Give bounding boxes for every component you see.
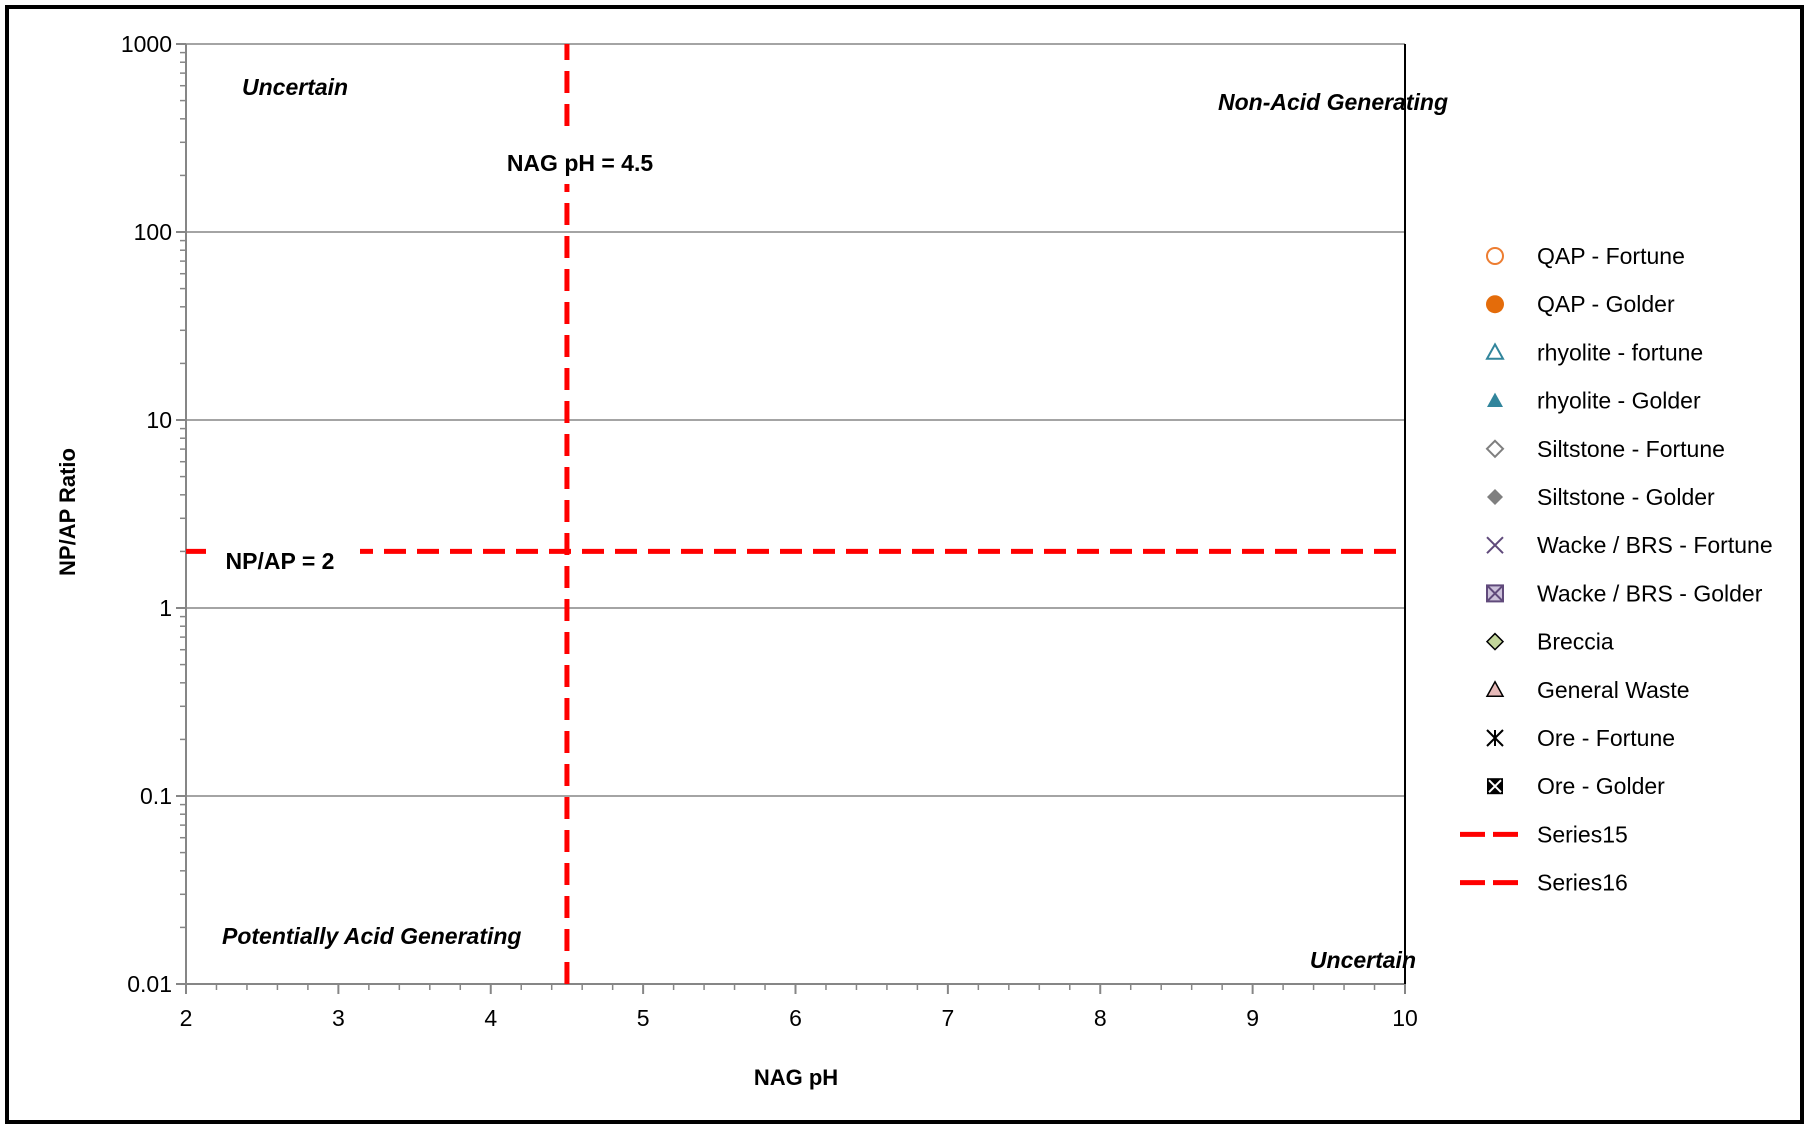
x-tick-label: 6 (789, 1005, 802, 1031)
legend-label: Ore - Fortune (1537, 725, 1675, 751)
legend-item: Ore - Golder (1487, 773, 1665, 799)
grid-layer (186, 43, 1405, 797)
legend: QAP - Fortune QAP - Golder rhyolite - fort… (1460, 243, 1773, 896)
series-layer (186, 44, 1405, 984)
legend-item: Ore - Fortune (1486, 725, 1675, 751)
y-tick-label: 1000 (121, 31, 172, 57)
hline-label: NP/AP = 2 (226, 548, 335, 574)
legend-item: Wacke / BRS - Fortune (1486, 532, 1773, 558)
legend-label: QAP - Golder (1537, 291, 1675, 317)
legend-item: Series16 (1460, 870, 1628, 896)
legend-item: Breccia (1485, 629, 1614, 655)
legend-item: rhyolite - Golder (1487, 388, 1701, 414)
x-tick-label: 2 (180, 1005, 193, 1031)
x-tick-label: 4 (484, 1005, 497, 1031)
legend-item: QAP - Golder (1486, 291, 1675, 317)
marker-x-b (1486, 584, 1504, 603)
x-tick-label: 8 (1094, 1005, 1107, 1031)
legend-label: Ore - Golder (1537, 773, 1665, 799)
vline-label: NAG pH = 4.5 (507, 150, 654, 176)
marker-diamond-open (1485, 439, 1505, 459)
legend-label: Wacke / BRS - Fortune (1537, 532, 1773, 558)
marker-circle-open (1486, 247, 1504, 265)
y-tick-label: 100 (134, 219, 172, 245)
y-tick-label: 0.1 (140, 783, 172, 809)
x-tick-label: 7 (941, 1005, 954, 1031)
legend-item: QAP - Fortune (1486, 243, 1685, 269)
marker-x-b (1486, 536, 1504, 554)
axis-layer: 1000 100 10 1 0.1 0.01 2 3 4 5 6 7 8 9 10 (121, 31, 1418, 1031)
annotation-uncertain-top-left: Uncertain (242, 74, 348, 100)
vline-label-background (490, 136, 668, 184)
legend-label: rhyolite - Golder (1537, 388, 1701, 414)
y-tick-label: 10 (146, 407, 172, 433)
legend-label: Wacke / BRS - Golder (1537, 580, 1763, 606)
y-tick-label: 0.01 (127, 971, 172, 997)
legend-label: Series15 (1537, 821, 1628, 847)
legend-label: QAP - Fortune (1537, 243, 1685, 269)
legend-item: Siltstone - Fortune (1485, 436, 1725, 462)
x-tick-label: 5 (637, 1005, 650, 1031)
marker-x-b (1488, 779, 1502, 793)
marker-diamond-filled (1487, 489, 1503, 505)
legend-item: Wacke / BRS - Golder (1486, 580, 1763, 606)
legend-item: General Waste (1485, 677, 1690, 703)
legend-item: Series15 (1460, 821, 1628, 847)
marker-triangle-filled (1487, 392, 1503, 407)
y-axis-title: NP/AP Ratio (55, 448, 80, 576)
legend-label: rhyolite - fortune (1537, 339, 1703, 365)
y-tick-label: 1 (159, 595, 172, 621)
legend-label: Series16 (1537, 870, 1628, 896)
annotation-uncertain-bottom-right: Uncertain (1310, 947, 1416, 973)
legend-label: Siltstone - Fortune (1537, 436, 1725, 462)
legend-item: rhyolite - fortune (1485, 339, 1703, 365)
legend-item: Siltstone - Golder (1487, 484, 1715, 510)
legend-label: General Waste (1537, 677, 1690, 703)
x-tick-label: 9 (1246, 1005, 1259, 1031)
marker-triangle-outlined (1485, 680, 1505, 697)
annotation-potentially-acid-generating: Potentially Acid Generating (222, 923, 521, 949)
hline-label-background (206, 533, 360, 577)
marker-triangle-open (1485, 342, 1505, 360)
x-axis-title: NAG pH (754, 1065, 838, 1090)
annotation-non-acid-generating: Non-Acid Generating (1218, 89, 1448, 115)
legend-label: Siltstone - Golder (1537, 484, 1715, 510)
x-tick-label: 3 (332, 1005, 345, 1031)
legend-label: Breccia (1537, 629, 1614, 655)
marker-circle-filled (1486, 295, 1504, 314)
x-tick-label: 10 (1392, 1005, 1418, 1031)
marker-diamond-outlined (1485, 632, 1505, 651)
